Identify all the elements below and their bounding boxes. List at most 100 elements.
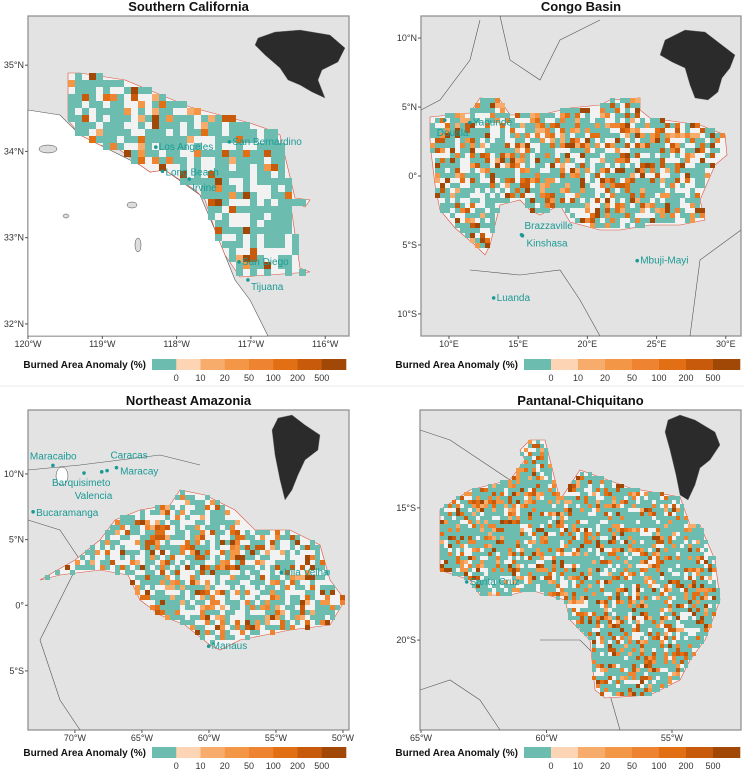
burn-cell xyxy=(470,203,475,208)
burn-cell xyxy=(572,596,576,600)
burn-cell xyxy=(512,524,516,528)
burn-cell xyxy=(520,492,524,496)
burn-cell xyxy=(676,556,680,560)
burn-cell xyxy=(636,524,640,528)
burn-cell xyxy=(648,592,652,596)
burn-cell xyxy=(585,208,590,213)
burn-cell xyxy=(215,136,222,143)
burn-cell xyxy=(560,163,565,168)
burn-cell xyxy=(305,575,310,580)
burn-cell xyxy=(245,620,250,625)
burn-cell xyxy=(640,556,644,560)
burn-cell xyxy=(596,560,600,564)
burn-cell xyxy=(190,580,195,585)
burn-cell xyxy=(652,668,656,672)
burn-cell xyxy=(560,158,565,163)
burn-cell xyxy=(516,484,520,488)
burn-cell xyxy=(604,596,608,600)
burn-cell xyxy=(460,138,465,143)
burn-cell xyxy=(110,129,117,136)
burn-cell xyxy=(145,540,150,545)
burn-cell xyxy=(548,504,552,508)
burn-cell xyxy=(245,600,250,605)
burn-cell xyxy=(640,173,645,178)
burn-cell xyxy=(560,153,565,158)
burn-cell xyxy=(305,570,310,575)
burn-cell xyxy=(200,625,205,630)
burn-cell xyxy=(640,604,644,608)
burn-cell xyxy=(495,118,500,123)
burn-cell xyxy=(555,168,560,173)
burn-cell xyxy=(270,625,275,630)
burn-cell xyxy=(450,153,455,158)
burn-cell xyxy=(544,536,548,540)
burn-cell xyxy=(630,128,635,133)
burn-cell xyxy=(448,552,452,556)
burn-cell xyxy=(676,520,680,524)
burn-cell xyxy=(475,238,480,243)
burn-cell xyxy=(75,80,82,87)
burn-cell xyxy=(488,524,492,528)
burn-cell xyxy=(608,596,612,600)
burn-cell xyxy=(572,520,576,524)
burn-cell xyxy=(700,588,704,592)
burn-cell xyxy=(488,488,492,492)
burn-cell xyxy=(688,524,692,528)
burn-cell xyxy=(620,692,624,696)
burn-cell xyxy=(235,560,240,565)
burn-cell xyxy=(524,512,528,516)
burn-cell xyxy=(130,515,135,520)
burn-cell xyxy=(648,684,652,688)
burn-cell xyxy=(215,227,222,234)
burn-cell xyxy=(580,620,584,624)
burn-cell xyxy=(516,492,520,496)
burn-cell xyxy=(165,595,170,600)
burn-cell xyxy=(229,248,236,255)
burn-cell xyxy=(560,532,564,536)
burn-cell xyxy=(700,148,705,153)
burn-cell xyxy=(215,122,222,129)
burn-cell xyxy=(496,564,500,568)
burn-cell xyxy=(612,516,616,520)
burn-cell xyxy=(187,129,194,136)
burn-cell xyxy=(484,544,488,548)
burn-cell xyxy=(480,218,485,223)
burn-cell xyxy=(676,612,680,616)
burn-cell xyxy=(485,198,490,203)
burn-cell xyxy=(464,576,468,580)
burn-cell xyxy=(75,94,82,101)
burn-cell xyxy=(236,122,243,129)
burn-cell xyxy=(636,676,640,680)
y-tick-label: 34°N xyxy=(4,146,24,156)
burn-cell xyxy=(555,193,560,198)
burn-cell xyxy=(190,550,195,555)
burn-cell xyxy=(496,504,500,508)
burn-cell xyxy=(222,150,229,157)
burn-cell xyxy=(195,505,200,510)
burn-cell xyxy=(630,163,635,168)
burn-cell xyxy=(236,227,243,234)
burn-cell xyxy=(584,612,588,616)
burn-cell xyxy=(160,600,165,605)
burn-cell xyxy=(528,440,532,444)
burn-cell xyxy=(440,158,445,163)
burn-cell xyxy=(672,504,676,508)
burn-cell xyxy=(656,620,660,624)
burn-cell xyxy=(480,188,485,193)
burn-cell xyxy=(592,532,596,536)
burn-cell xyxy=(575,183,580,188)
burn-cell xyxy=(455,203,460,208)
burn-cell xyxy=(612,552,616,556)
burn-cell xyxy=(652,580,656,584)
burn-cell xyxy=(612,588,616,592)
burn-cell xyxy=(230,565,235,570)
burn-cell xyxy=(624,488,628,492)
inset-continent-south-america xyxy=(664,414,721,501)
burn-cell xyxy=(600,680,604,684)
burn-cell xyxy=(612,564,616,568)
burn-cell xyxy=(685,133,690,138)
burn-cell xyxy=(80,555,85,560)
burn-cell xyxy=(664,544,668,548)
burn-cell xyxy=(96,129,103,136)
burn-cell xyxy=(588,624,592,628)
